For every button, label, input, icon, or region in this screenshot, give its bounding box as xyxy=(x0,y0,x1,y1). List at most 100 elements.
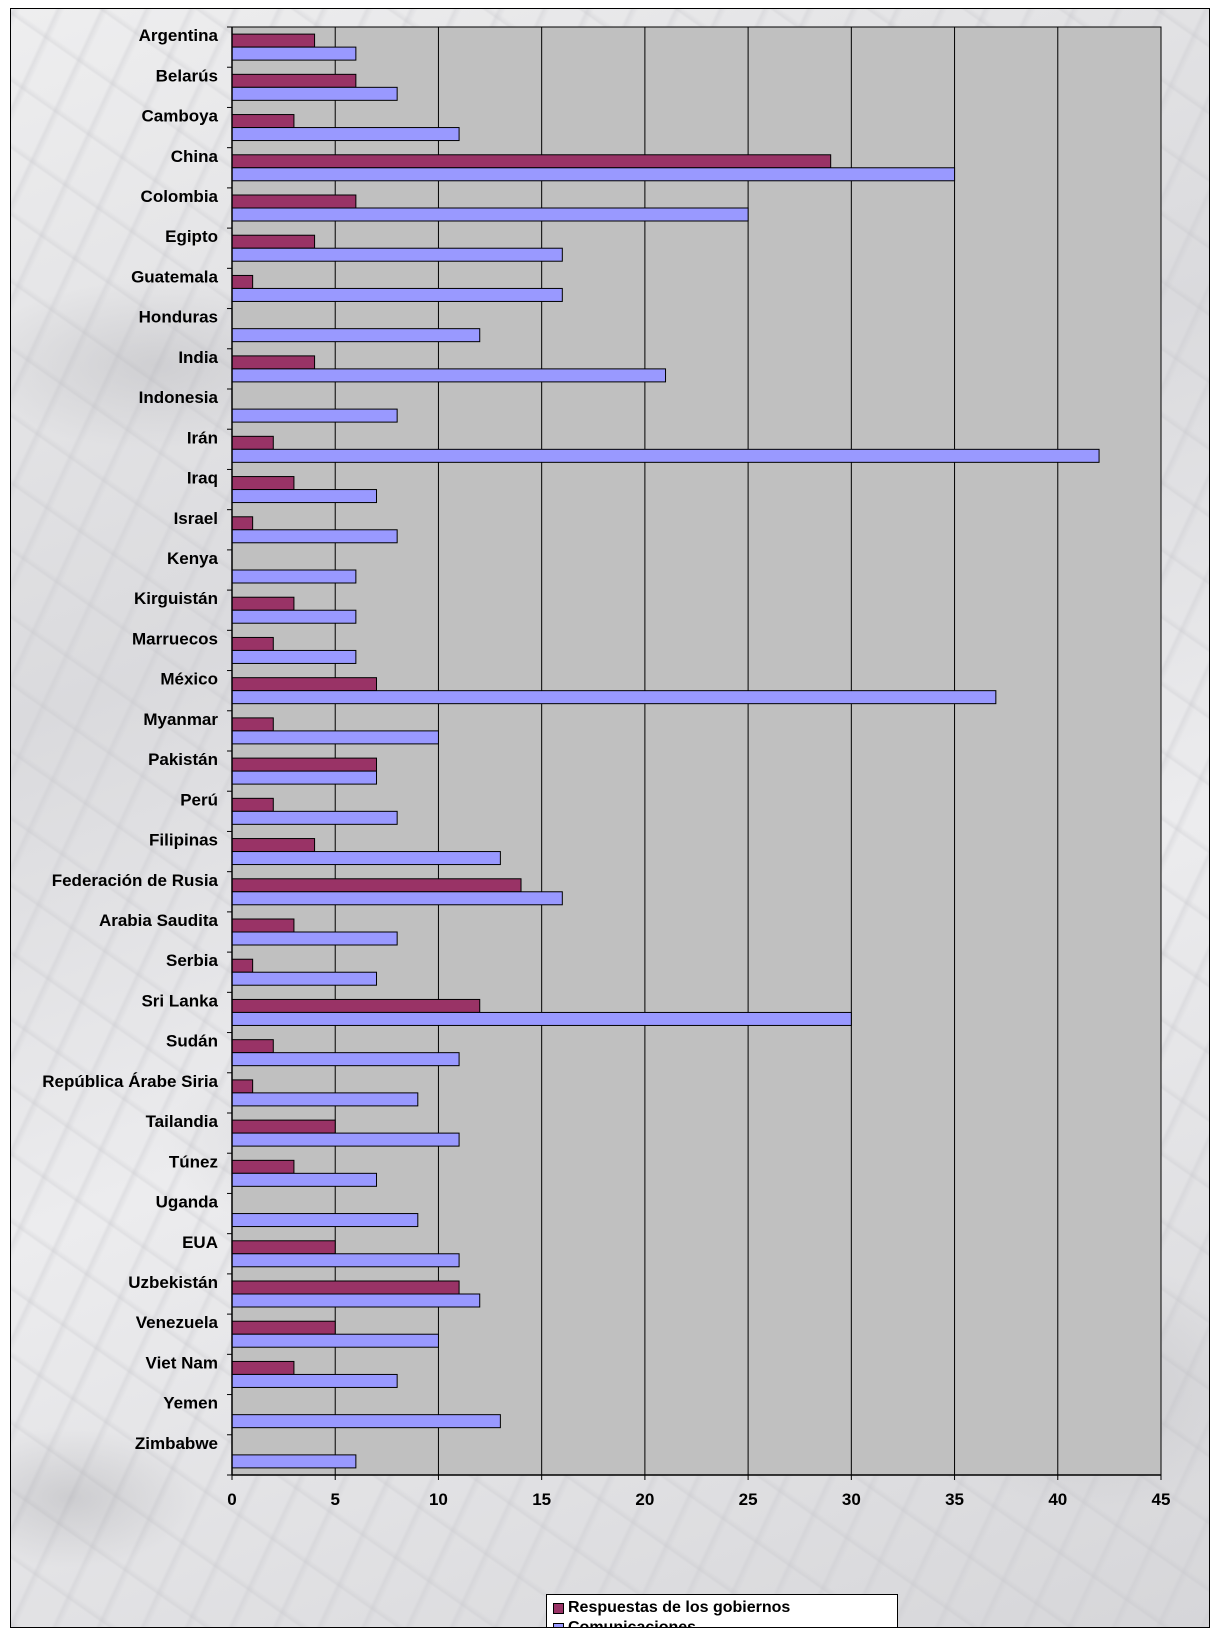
category-label: EUA xyxy=(182,1233,218,1252)
bar-respuestas xyxy=(231,636,274,651)
legend-label-series-1: Respuestas de los gobiernos xyxy=(568,1599,791,1616)
bar-respuestas xyxy=(231,1320,336,1335)
bar-comunicaciones xyxy=(231,127,460,142)
bar-respuestas xyxy=(231,194,357,209)
bar-comunicaciones xyxy=(231,1052,460,1067)
bar-comunicaciones xyxy=(231,770,378,785)
x-tick-label: 0 xyxy=(227,1490,236,1509)
bar-comunicaciones xyxy=(231,810,398,825)
legend: Respuestas de los gobiernos Comunicacion… xyxy=(546,1594,898,1627)
category-label: Egipto xyxy=(165,227,218,246)
bar-comunicaciones xyxy=(231,328,481,343)
bar-respuestas xyxy=(231,757,378,772)
bar-respuestas xyxy=(231,998,481,1013)
bar-respuestas xyxy=(231,234,316,249)
bar-respuestas xyxy=(231,1079,254,1094)
bar-comunicaciones xyxy=(231,167,956,182)
bar-respuestas xyxy=(231,717,274,732)
bar-respuestas xyxy=(231,596,295,611)
bar-respuestas xyxy=(231,797,274,812)
category-label: Sudán xyxy=(166,1032,218,1051)
bar-comunicaciones xyxy=(231,1172,378,1187)
x-tick-label: 15 xyxy=(532,1490,551,1509)
bar-comunicaciones xyxy=(231,649,357,664)
category-label: Argentina xyxy=(139,26,219,45)
bar-comunicaciones xyxy=(231,1213,419,1228)
x-tick-label: 5 xyxy=(330,1490,339,1509)
bar-respuestas xyxy=(231,476,295,491)
category-label: Israel xyxy=(174,509,218,528)
bar-comunicaciones xyxy=(231,971,378,986)
bar-comunicaciones xyxy=(231,408,398,423)
category-label: Camboya xyxy=(141,107,218,126)
category-label: Myanmar xyxy=(143,710,218,729)
category-label: México xyxy=(160,670,218,689)
category-label: Indonesia xyxy=(139,388,219,407)
bar-comunicaciones xyxy=(231,1333,439,1348)
bar-comunicaciones xyxy=(231,86,398,101)
bar-respuestas xyxy=(231,1119,336,1134)
bar-comunicaciones xyxy=(231,690,997,705)
category-label: Viet Nam xyxy=(146,1353,218,1372)
bar-respuestas xyxy=(231,516,254,531)
x-tick-label: 40 xyxy=(1048,1490,1067,1509)
x-tick-label: 20 xyxy=(635,1490,654,1509)
bar-respuestas xyxy=(231,918,295,933)
category-label: Zimbabwe xyxy=(135,1434,218,1453)
x-tick-label: 10 xyxy=(429,1490,448,1509)
bar-comunicaciones xyxy=(231,569,357,584)
legend-swatch-series-2 xyxy=(553,1622,564,1627)
category-label: Pakistán xyxy=(148,750,218,769)
category-label: Venezuela xyxy=(136,1313,219,1332)
axes xyxy=(227,26,1162,1480)
bar-comunicaciones xyxy=(231,609,357,624)
category-label: Perú xyxy=(180,790,218,809)
x-tick-label: 25 xyxy=(739,1490,758,1509)
bar-comunicaciones xyxy=(231,1373,398,1388)
bar-comunicaciones xyxy=(231,891,563,906)
x-tick-label: 30 xyxy=(842,1490,861,1509)
bar-respuestas xyxy=(231,114,295,129)
category-label: Sri Lanka xyxy=(141,991,218,1010)
category-label: Belarús xyxy=(156,66,218,85)
category-label: Kirguistán xyxy=(134,589,218,608)
category-label: Tailandia xyxy=(146,1112,219,1131)
bar-respuestas xyxy=(231,154,832,169)
category-label: Honduras xyxy=(139,308,218,327)
bar-comunicaciones xyxy=(231,1011,852,1026)
bar-comunicaciones xyxy=(231,207,749,222)
x-tick-label: 35 xyxy=(945,1490,964,1509)
bar-comunicaciones xyxy=(231,1414,501,1429)
category-label: Guatemala xyxy=(131,267,218,286)
bar-comunicaciones xyxy=(231,489,378,504)
bar-respuestas xyxy=(231,838,316,853)
bar-respuestas xyxy=(231,1280,460,1295)
x-tick-labels: 0 5 10 15 20 25 30 35 40 45 xyxy=(227,1490,1170,1509)
x-tick-label: 45 xyxy=(1152,1490,1171,1509)
category-label: China xyxy=(171,147,219,166)
bar-respuestas xyxy=(231,1360,295,1375)
bar-respuestas xyxy=(231,435,274,450)
bar-comunicaciones xyxy=(231,931,398,946)
bar-comunicaciones xyxy=(231,1253,460,1268)
bar-chart: Argentina Belarús Camboya China Colombia Egip… xyxy=(42,26,1170,1509)
bar-comunicaciones xyxy=(231,46,357,61)
bar-comunicaciones xyxy=(231,1092,419,1107)
bar-respuestas xyxy=(231,677,378,692)
bars xyxy=(231,33,1100,1469)
category-label: Uganda xyxy=(156,1193,219,1212)
category-label: Serbia xyxy=(166,951,219,970)
category-label: Marruecos xyxy=(132,629,218,648)
category-label: Colombia xyxy=(141,187,219,206)
bar-comunicaciones xyxy=(231,1293,481,1308)
category-label: Filipinas xyxy=(149,831,218,850)
category-label: Túnez xyxy=(169,1152,218,1171)
plot-area xyxy=(231,26,1162,1476)
category-label: Federación de Rusia xyxy=(52,871,219,890)
legend-swatch-series-1 xyxy=(553,1602,564,1614)
category-label: Irán xyxy=(187,428,218,447)
bar-respuestas xyxy=(231,878,522,893)
bar-comunicaciones xyxy=(231,287,563,302)
bar-respuestas xyxy=(231,1159,295,1174)
bar-comunicaciones xyxy=(231,1132,460,1147)
